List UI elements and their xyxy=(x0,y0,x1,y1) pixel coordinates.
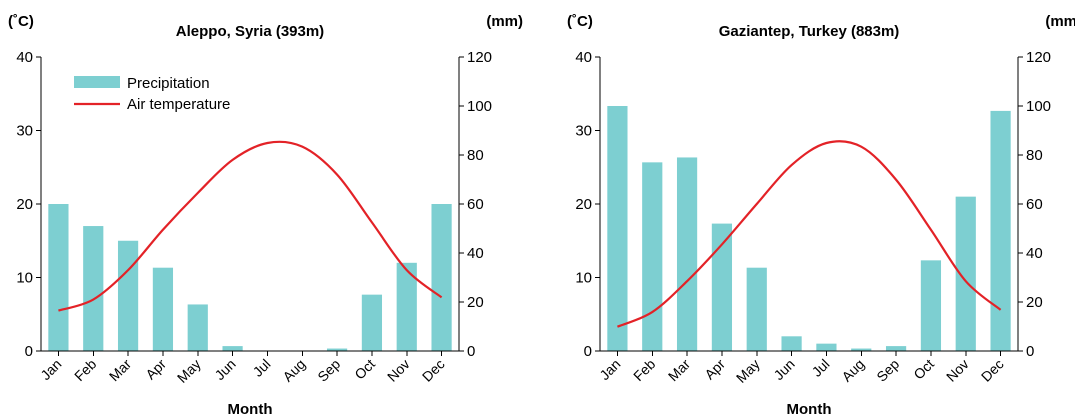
chart-title: Aleppo, Syria (393m) xyxy=(176,23,324,40)
x-tick-label-mar: Mar xyxy=(665,356,694,385)
right-tick-label: 40 xyxy=(1026,245,1043,262)
chart-title: Gaziantep, Turkey (883m) xyxy=(719,23,900,40)
precipitation-bar-apr xyxy=(152,267,174,351)
left-tick-label: 0 xyxy=(584,343,592,360)
x-tick-label-may: May xyxy=(174,356,204,386)
left-axis-unit: (˚C) xyxy=(567,13,593,30)
x-tick-label-nov: Nov xyxy=(384,356,413,385)
left-tick-label: 40 xyxy=(16,49,33,66)
x-tick-label-mar: Mar xyxy=(106,356,135,385)
x-tick-label-jan: Jan xyxy=(596,356,623,383)
x-tick-label-jul: Jul xyxy=(250,356,274,380)
x-tick-label-feb: Feb xyxy=(630,356,659,385)
x-tick-label-sep: Sep xyxy=(873,356,902,385)
x-tick-label-jun: Jun xyxy=(770,356,797,383)
legend-precipitation-label: Precipitation xyxy=(127,75,210,92)
x-tick-label-jun: Jun xyxy=(211,356,238,383)
right-tick-label: 80 xyxy=(1026,147,1043,164)
right-tick-label: 100 xyxy=(1026,98,1051,115)
right-tick-label: 80 xyxy=(467,147,484,164)
left-tick-label: 20 xyxy=(16,196,33,213)
right-tick-label: 120 xyxy=(1026,49,1051,66)
x-tick-label-aug: Aug xyxy=(279,356,308,385)
precipitation-bar-jan xyxy=(48,204,69,351)
left-tick-label: 40 xyxy=(575,49,592,66)
precipitation-bar-may xyxy=(746,267,767,351)
x-axis-label: Month xyxy=(228,401,273,418)
right-tick-label: 0 xyxy=(467,343,475,360)
air-temperature-line xyxy=(58,140,443,312)
right-tick-label: 60 xyxy=(467,196,484,213)
legend-temperature-label: Air temperature xyxy=(127,96,230,113)
x-tick-label-apr: Apr xyxy=(142,356,169,383)
right-tick-label: 60 xyxy=(1026,196,1043,213)
right-tick-label: 0 xyxy=(1026,343,1034,360)
x-axis-label: Month xyxy=(787,401,832,418)
x-tick-label-jan: Jan xyxy=(37,356,64,383)
precipitation-bar-feb xyxy=(83,226,104,351)
precipitation-bar-apr xyxy=(711,223,733,351)
precipitation-bar-oct xyxy=(361,294,383,351)
x-tick-label-oct: Oct xyxy=(351,356,378,383)
x-tick-label-oct: Oct xyxy=(910,356,937,383)
precipitation-bar-mar xyxy=(117,240,139,351)
left-tick-label: 20 xyxy=(575,196,592,213)
right-tick-label: 20 xyxy=(467,294,484,311)
precipitation-bar-nov xyxy=(396,262,417,351)
x-tick-label-apr: Apr xyxy=(701,356,728,383)
x-tick-label-dec: Dec xyxy=(419,356,448,385)
air-temperature-line xyxy=(616,140,1002,328)
x-tick-label-nov: Nov xyxy=(943,356,972,385)
precipitation-bar-jun xyxy=(781,336,802,351)
legend-precipitation-swatch xyxy=(74,76,120,88)
left-tick-label: 10 xyxy=(575,270,592,287)
right-tick-label: 40 xyxy=(467,245,484,262)
precipitation-bar-oct xyxy=(920,260,942,351)
precipitation-bar-sep xyxy=(326,348,348,351)
left-tick-label: 0 xyxy=(25,343,33,360)
right-tick-label: 20 xyxy=(1026,294,1043,311)
precipitation-bar-jun xyxy=(222,346,243,351)
x-tick-label-sep: Sep xyxy=(314,356,343,385)
left-tick-label: 30 xyxy=(575,123,592,140)
chart-panel-2: 0 10 20 30 40 0 20 40 60 80 100 120 Jan Feb Mar Apr May J… xyxy=(567,13,1075,418)
precipitation-bar-mar xyxy=(676,157,698,351)
x-tick-label-aug: Aug xyxy=(838,356,867,385)
precipitation-bar-aug xyxy=(851,348,872,351)
precipitation-bar-dec xyxy=(431,204,452,351)
precipitation-bar-nov xyxy=(955,196,976,351)
legend: Precipitation Air temperature xyxy=(74,75,230,113)
x-tick-label-may: May xyxy=(733,356,763,386)
x-tick-label-jul: Jul xyxy=(809,356,833,380)
precipitation-bar-sep xyxy=(885,346,907,351)
precipitation-bar-dec xyxy=(990,110,1011,352)
precipitation-bar-jan xyxy=(607,106,628,351)
left-tick-label: 30 xyxy=(16,123,33,140)
precipitation-bar-jul xyxy=(816,343,837,351)
precipitation-bar-feb xyxy=(642,162,663,351)
right-axis-unit: (mm) xyxy=(486,13,523,30)
x-tick-label-feb: Feb xyxy=(71,356,100,385)
right-axis-unit: (mm) xyxy=(1045,13,1075,30)
chart-panel-1: 0 10 20 30 40 0 20 40 60 80 100 120 Jan Feb Mar Apr May J… xyxy=(8,13,523,418)
left-axis-unit: (˚C) xyxy=(8,13,34,30)
left-tick-label: 10 xyxy=(16,270,33,287)
precipitation-bar-may xyxy=(187,304,208,351)
x-tick-label-dec: Dec xyxy=(978,356,1007,385)
right-tick-label: 100 xyxy=(467,98,492,115)
right-tick-label: 120 xyxy=(467,49,492,66)
